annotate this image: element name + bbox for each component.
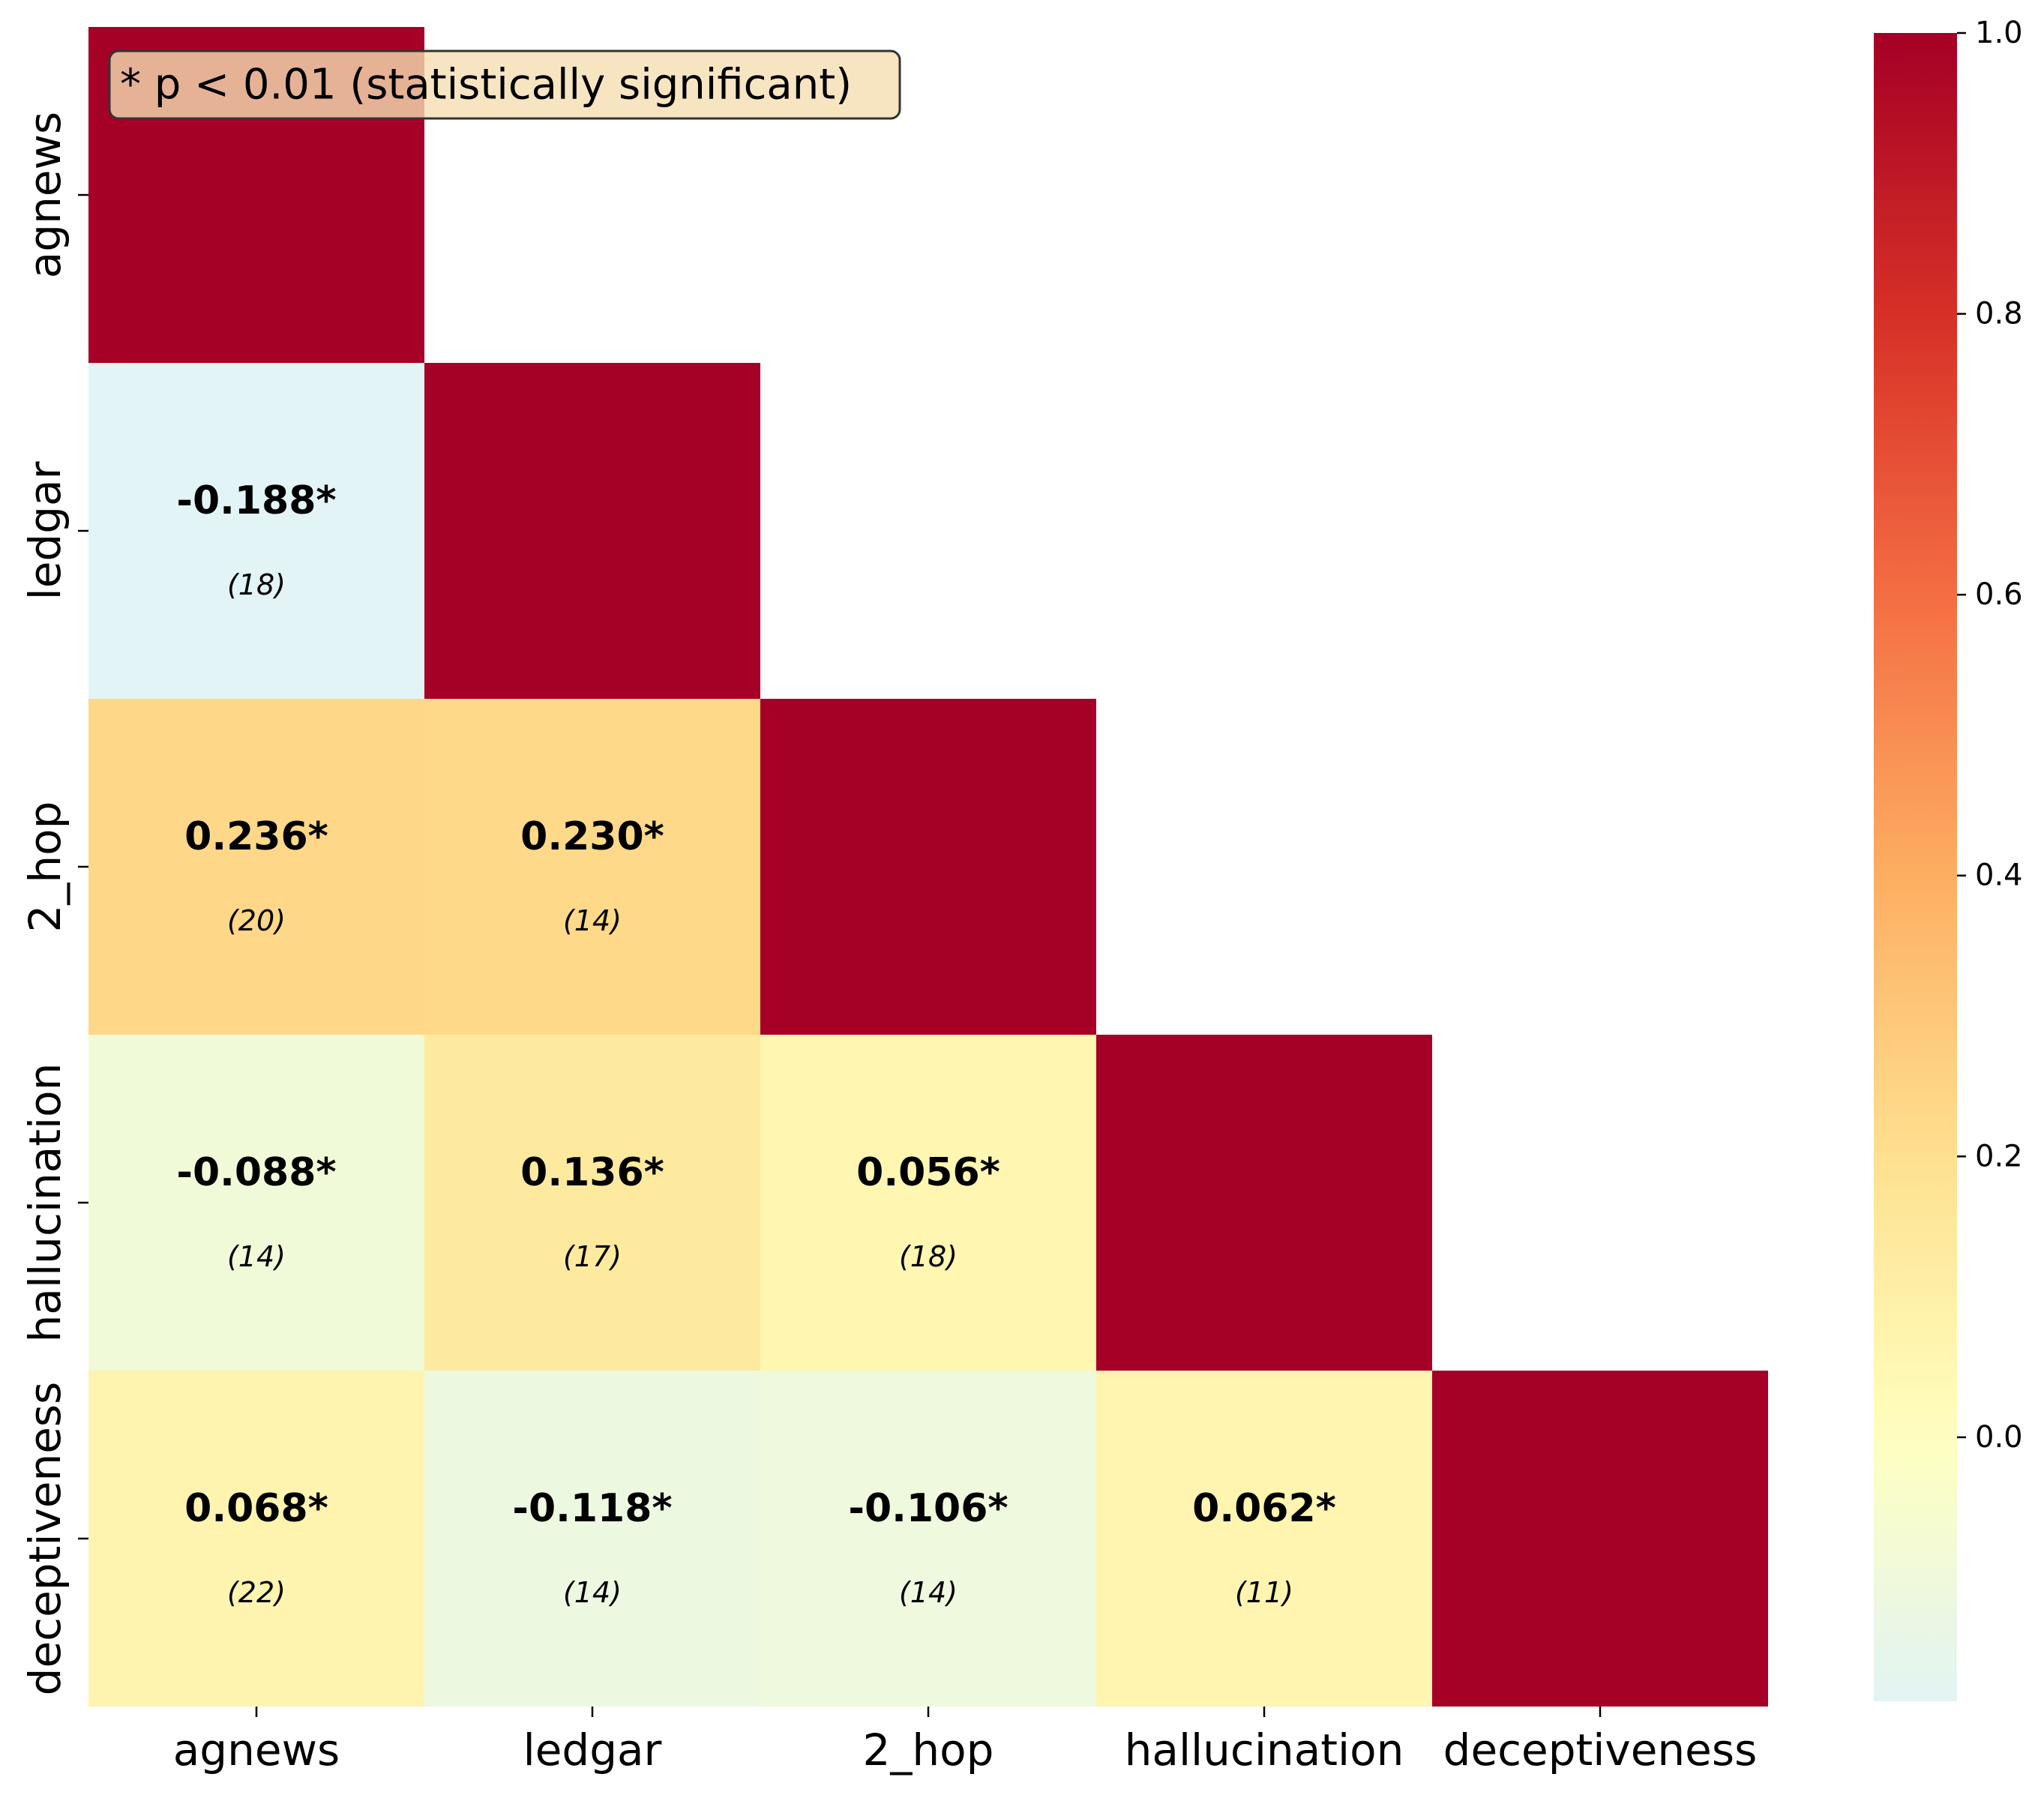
diagonal-cell-deceptiveness: [1432, 1371, 1768, 1707]
colorbar-gradient: [1874, 33, 1957, 1701]
count-label-deceptiveness-ledgar: (14): [563, 1576, 622, 1609]
significance-note-text: * p < 0.01 (statistically significant): [120, 61, 852, 109]
value-label-deceptiveness-agnews: 0.068*: [184, 1486, 328, 1531]
diagonal-cell-hallucination: [1096, 1035, 1432, 1371]
colorbar-tick-label: 0.0: [1975, 1420, 2023, 1455]
diagonal-cell-ledgar: [424, 363, 760, 699]
value-label-2_hop-ledgar: 0.230*: [520, 814, 664, 859]
x-tick-label-2_hop: 2_hop: [863, 1725, 994, 1776]
y-tick-label-2_hop: 2_hop: [19, 802, 70, 933]
cell-ledgar-agnews: [88, 363, 424, 699]
count-label-hallucination-agnews: (14): [227, 1240, 286, 1273]
x-tick-label-hallucination: hallucination: [1125, 1725, 1404, 1776]
cell-deceptiveness-hallucination: [1096, 1371, 1432, 1707]
significance-note-box: [108, 49, 901, 120]
cell-2_hop-agnews: [88, 699, 424, 1035]
count-label-ledgar-agnews: (18): [227, 568, 286, 601]
colorbar-tick-label: 0.2: [1975, 1139, 2023, 1173]
y-tick-label-agnews: agnews: [19, 112, 70, 278]
colorbar-tick-label: 0.4: [1975, 859, 2023, 893]
colorbar-tick-label: 0.6: [1975, 577, 2023, 612]
x-tick-label-agnews: agnews: [173, 1725, 340, 1776]
cell-deceptiveness-agnews: [88, 1371, 424, 1707]
value-label-hallucination-2_hop: 0.056*: [856, 1150, 1000, 1195]
count-label-deceptiveness-agnews: (22): [227, 1576, 286, 1609]
cell-2_hop-ledgar: [424, 699, 760, 1035]
value-label-ledgar-agnews: -0.188*: [176, 478, 336, 523]
count-label-hallucination-2_hop: (18): [899, 1240, 958, 1273]
colorbar-tick-label: 1.0: [1975, 16, 2023, 50]
colorbar: 0.0 0.2 0.4 0.6 0.8 1.0: [1874, 16, 2023, 1701]
count-label-deceptiveness-2_hop: (14): [899, 1576, 958, 1609]
cell-deceptiveness-2_hop: [760, 1371, 1096, 1707]
cell-hallucination-ledgar: [424, 1035, 760, 1371]
significance-note: * p < 0.01 (statistically significant): [108, 49, 901, 120]
value-label-deceptiveness-2_hop: -0.106*: [848, 1486, 1008, 1531]
y-tick-label-ledgar: ledgar: [19, 461, 70, 600]
y-tick-label-deceptiveness: deceptiveness: [19, 1382, 70, 1696]
x-tick-label-ledgar: ledgar: [523, 1725, 662, 1776]
x-axis: agnews ledgar 2_hop hallucination deceptiven…: [173, 1707, 1758, 1776]
count-label-deceptiveness-hallucination: (11): [1235, 1576, 1293, 1609]
cell-hallucination-2_hop: [760, 1035, 1096, 1371]
value-label-hallucination-ledgar: 0.136*: [520, 1150, 664, 1195]
value-label-hallucination-agnews: -0.088*: [176, 1150, 336, 1195]
value-label-2_hop-agnews: 0.236*: [184, 814, 328, 859]
y-axis: agnews ledgar 2_hop hallucination deceptiven…: [19, 112, 88, 1696]
y-tick-label-hallucination: hallucination: [19, 1063, 70, 1343]
colorbar-tick-label: 0.8: [1975, 297, 2023, 331]
count-label-2_hop-agnews: (20): [227, 904, 286, 937]
cell-deceptiveness-ledgar: [424, 1371, 760, 1707]
value-label-deceptiveness-hallucination: 0.062*: [1192, 1486, 1336, 1531]
cell-hallucination-agnews: [88, 1035, 424, 1371]
count-label-hallucination-ledgar: (17): [563, 1240, 622, 1273]
x-tick-label-deceptiveness: deceptiveness: [1443, 1725, 1758, 1776]
count-label-2_hop-ledgar: (14): [563, 904, 622, 937]
diagonal-cell-2_hop: [760, 699, 1096, 1035]
value-label-deceptiveness-ledgar: -0.118*: [512, 1486, 672, 1531]
heatmap-cells: -0.188* (18) 0.236* (20) 0.230* (14) -0.088* (1…: [88, 27, 1768, 1707]
